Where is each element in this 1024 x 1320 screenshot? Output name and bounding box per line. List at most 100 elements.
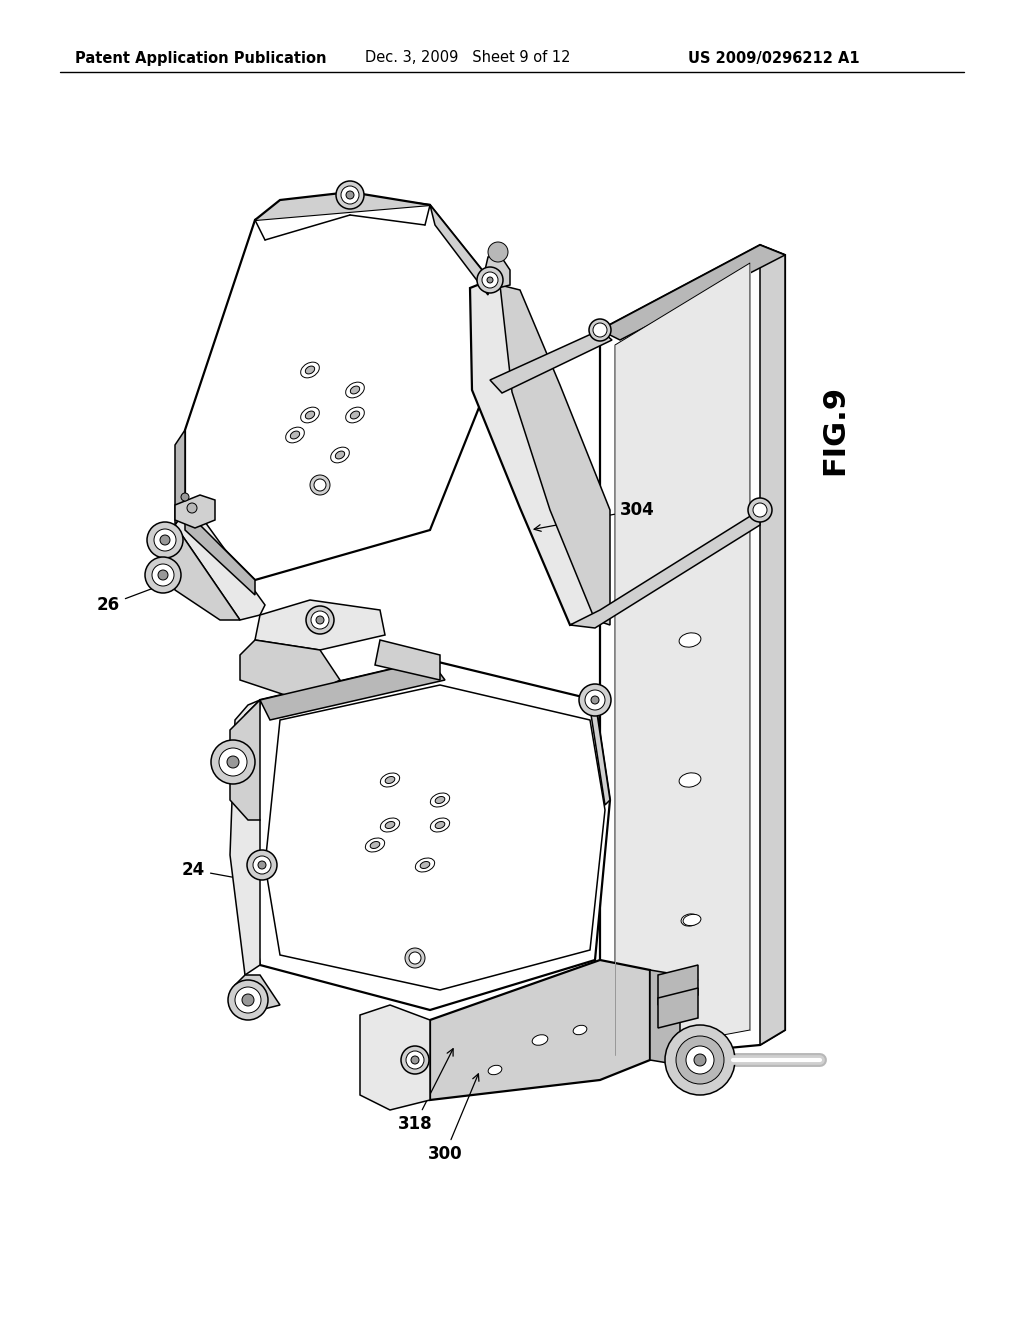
Circle shape	[253, 855, 271, 874]
Circle shape	[579, 684, 611, 715]
Circle shape	[406, 948, 425, 968]
Circle shape	[593, 323, 607, 337]
Ellipse shape	[366, 838, 385, 851]
Polygon shape	[658, 987, 698, 1028]
Ellipse shape	[346, 383, 365, 397]
Circle shape	[665, 1026, 735, 1096]
Circle shape	[316, 616, 324, 624]
Ellipse shape	[301, 407, 319, 422]
Circle shape	[310, 475, 330, 495]
Ellipse shape	[370, 841, 380, 849]
Circle shape	[482, 272, 498, 288]
Text: 304: 304	[535, 502, 654, 531]
Polygon shape	[600, 246, 785, 341]
Circle shape	[154, 529, 176, 550]
Circle shape	[409, 952, 421, 964]
Polygon shape	[260, 660, 445, 719]
Ellipse shape	[350, 385, 359, 393]
Polygon shape	[650, 970, 680, 1065]
Circle shape	[694, 1053, 706, 1067]
Ellipse shape	[305, 411, 314, 418]
Text: Dec. 3, 2009   Sheet 9 of 12: Dec. 3, 2009 Sheet 9 of 12	[365, 50, 570, 66]
Ellipse shape	[331, 447, 349, 463]
Ellipse shape	[435, 796, 444, 804]
Polygon shape	[430, 205, 490, 294]
Text: 26: 26	[97, 581, 171, 614]
Polygon shape	[500, 285, 610, 624]
Ellipse shape	[335, 451, 345, 459]
Polygon shape	[760, 246, 785, 1045]
Polygon shape	[185, 205, 490, 579]
Text: 362: 362	[253, 664, 303, 738]
Polygon shape	[658, 965, 698, 1005]
Circle shape	[336, 181, 364, 209]
Ellipse shape	[532, 1035, 548, 1045]
Ellipse shape	[286, 428, 304, 442]
Polygon shape	[490, 330, 612, 393]
Polygon shape	[570, 510, 760, 628]
Circle shape	[591, 696, 599, 704]
Circle shape	[247, 850, 278, 880]
Ellipse shape	[350, 411, 359, 418]
Polygon shape	[165, 525, 240, 620]
Circle shape	[211, 741, 255, 784]
Circle shape	[187, 503, 197, 513]
Circle shape	[406, 1051, 424, 1069]
Text: US 2009/0296212 A1: US 2009/0296212 A1	[688, 50, 859, 66]
Circle shape	[585, 690, 605, 710]
Circle shape	[314, 479, 326, 491]
Text: Patent Application Publication: Patent Application Publication	[75, 50, 327, 66]
Circle shape	[227, 756, 239, 768]
Circle shape	[686, 1045, 714, 1074]
Ellipse shape	[430, 818, 450, 832]
Circle shape	[219, 748, 247, 776]
Circle shape	[242, 994, 254, 1006]
Circle shape	[160, 535, 170, 545]
Circle shape	[346, 191, 354, 199]
Text: 300: 300	[428, 1074, 479, 1163]
Polygon shape	[600, 246, 785, 1060]
Circle shape	[411, 1056, 419, 1064]
Ellipse shape	[291, 432, 300, 440]
Circle shape	[676, 1036, 724, 1084]
Polygon shape	[245, 660, 610, 1010]
Ellipse shape	[346, 407, 365, 422]
Polygon shape	[360, 1005, 430, 1110]
Polygon shape	[185, 510, 255, 595]
Ellipse shape	[385, 776, 395, 784]
Text: 318: 318	[397, 1048, 453, 1133]
Polygon shape	[485, 255, 510, 290]
Polygon shape	[234, 975, 280, 1010]
Polygon shape	[175, 510, 265, 620]
Circle shape	[341, 186, 359, 205]
Ellipse shape	[679, 772, 700, 787]
Circle shape	[311, 611, 329, 630]
Ellipse shape	[301, 362, 319, 378]
Polygon shape	[255, 601, 385, 649]
Circle shape	[477, 267, 503, 293]
Ellipse shape	[430, 793, 450, 807]
Ellipse shape	[305, 366, 314, 374]
Circle shape	[488, 242, 508, 261]
Circle shape	[401, 1045, 429, 1074]
Text: FIG.9: FIG.9	[820, 385, 850, 475]
Polygon shape	[230, 700, 260, 975]
Circle shape	[748, 498, 772, 521]
Circle shape	[145, 557, 181, 593]
Ellipse shape	[416, 858, 434, 873]
Circle shape	[306, 606, 334, 634]
Polygon shape	[590, 700, 610, 805]
Polygon shape	[615, 263, 750, 1055]
Circle shape	[234, 987, 261, 1012]
Polygon shape	[470, 280, 595, 624]
Circle shape	[487, 277, 493, 282]
Polygon shape	[175, 495, 215, 528]
Ellipse shape	[380, 774, 399, 787]
Polygon shape	[230, 700, 260, 820]
Ellipse shape	[573, 1026, 587, 1035]
Circle shape	[158, 570, 168, 579]
Ellipse shape	[420, 862, 430, 869]
Polygon shape	[375, 640, 440, 680]
Ellipse shape	[681, 913, 699, 927]
Circle shape	[152, 564, 174, 586]
